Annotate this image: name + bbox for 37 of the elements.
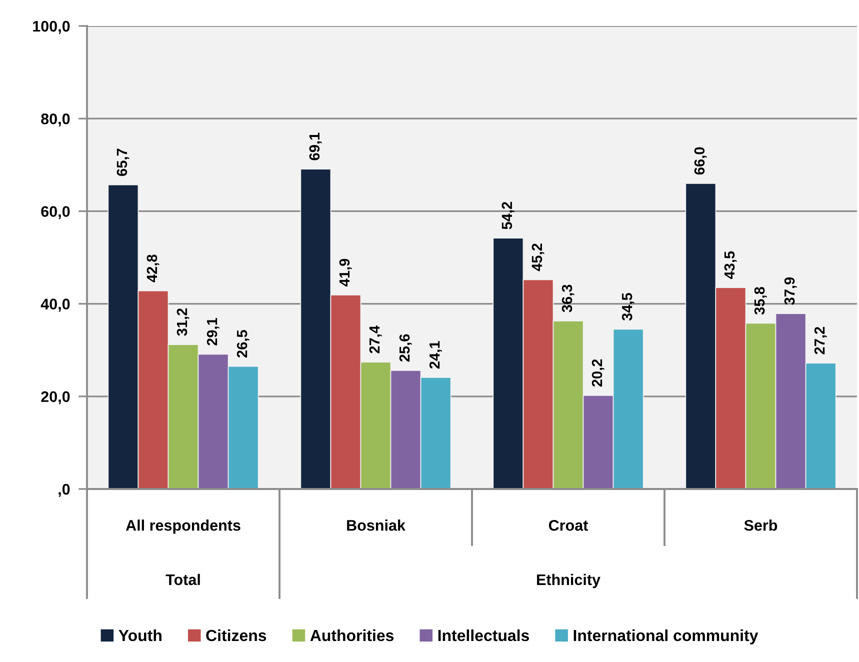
y-tick-label: 60,0	[41, 206, 70, 220]
x-tick-label: Croat	[548, 520, 588, 531]
data-label: 66,0	[694, 147, 707, 175]
data-label: 35,8	[754, 286, 767, 315]
y-tick-label: 80,0	[41, 113, 70, 126]
data-label: 26,5	[236, 330, 250, 358]
data-label: 69,1	[309, 132, 322, 160]
data-label: 45,2	[532, 244, 544, 272]
data-label: 43,5	[724, 251, 737, 280]
data-label: 36,3	[562, 284, 574, 312]
legend-label: Intellectuals	[438, 629, 529, 642]
data-label: 31,2	[176, 308, 190, 336]
data-label: 24,1	[429, 341, 442, 369]
data-label: 25,6	[399, 334, 412, 362]
legend-label: Citizens	[206, 629, 266, 642]
text: Ethnicity	[537, 574, 600, 588]
legend-label: International community	[574, 629, 758, 644]
text: Total	[166, 574, 200, 586]
x-tick-label: All respondents	[126, 520, 240, 534]
data-label: 37,9	[784, 277, 797, 305]
data-label: 27,2	[814, 326, 827, 354]
y-tick-label: 20,0	[41, 391, 70, 404]
data-label: 54,2	[502, 202, 514, 230]
x-tick-label: Serb	[744, 520, 778, 531]
x-tick-label: Bosniak	[347, 520, 406, 531]
data-label: 65,7	[116, 148, 130, 176]
data-label: 42,8	[146, 254, 160, 282]
data-label: 27,4	[369, 326, 382, 354]
data-label: 41,9	[339, 258, 352, 286]
data-label: 29,1	[206, 318, 220, 346]
y-tick-label: 100,0	[33, 20, 70, 34]
y-tick-label: ,0	[58, 484, 70, 497]
legend-label: Youth	[118, 629, 162, 642]
y-tick-label: 40,0	[40, 298, 70, 312]
legend-label: Authorities	[310, 629, 394, 642]
data-label: 34,5	[622, 292, 634, 321]
data-label: 20,2	[592, 359, 604, 387]
